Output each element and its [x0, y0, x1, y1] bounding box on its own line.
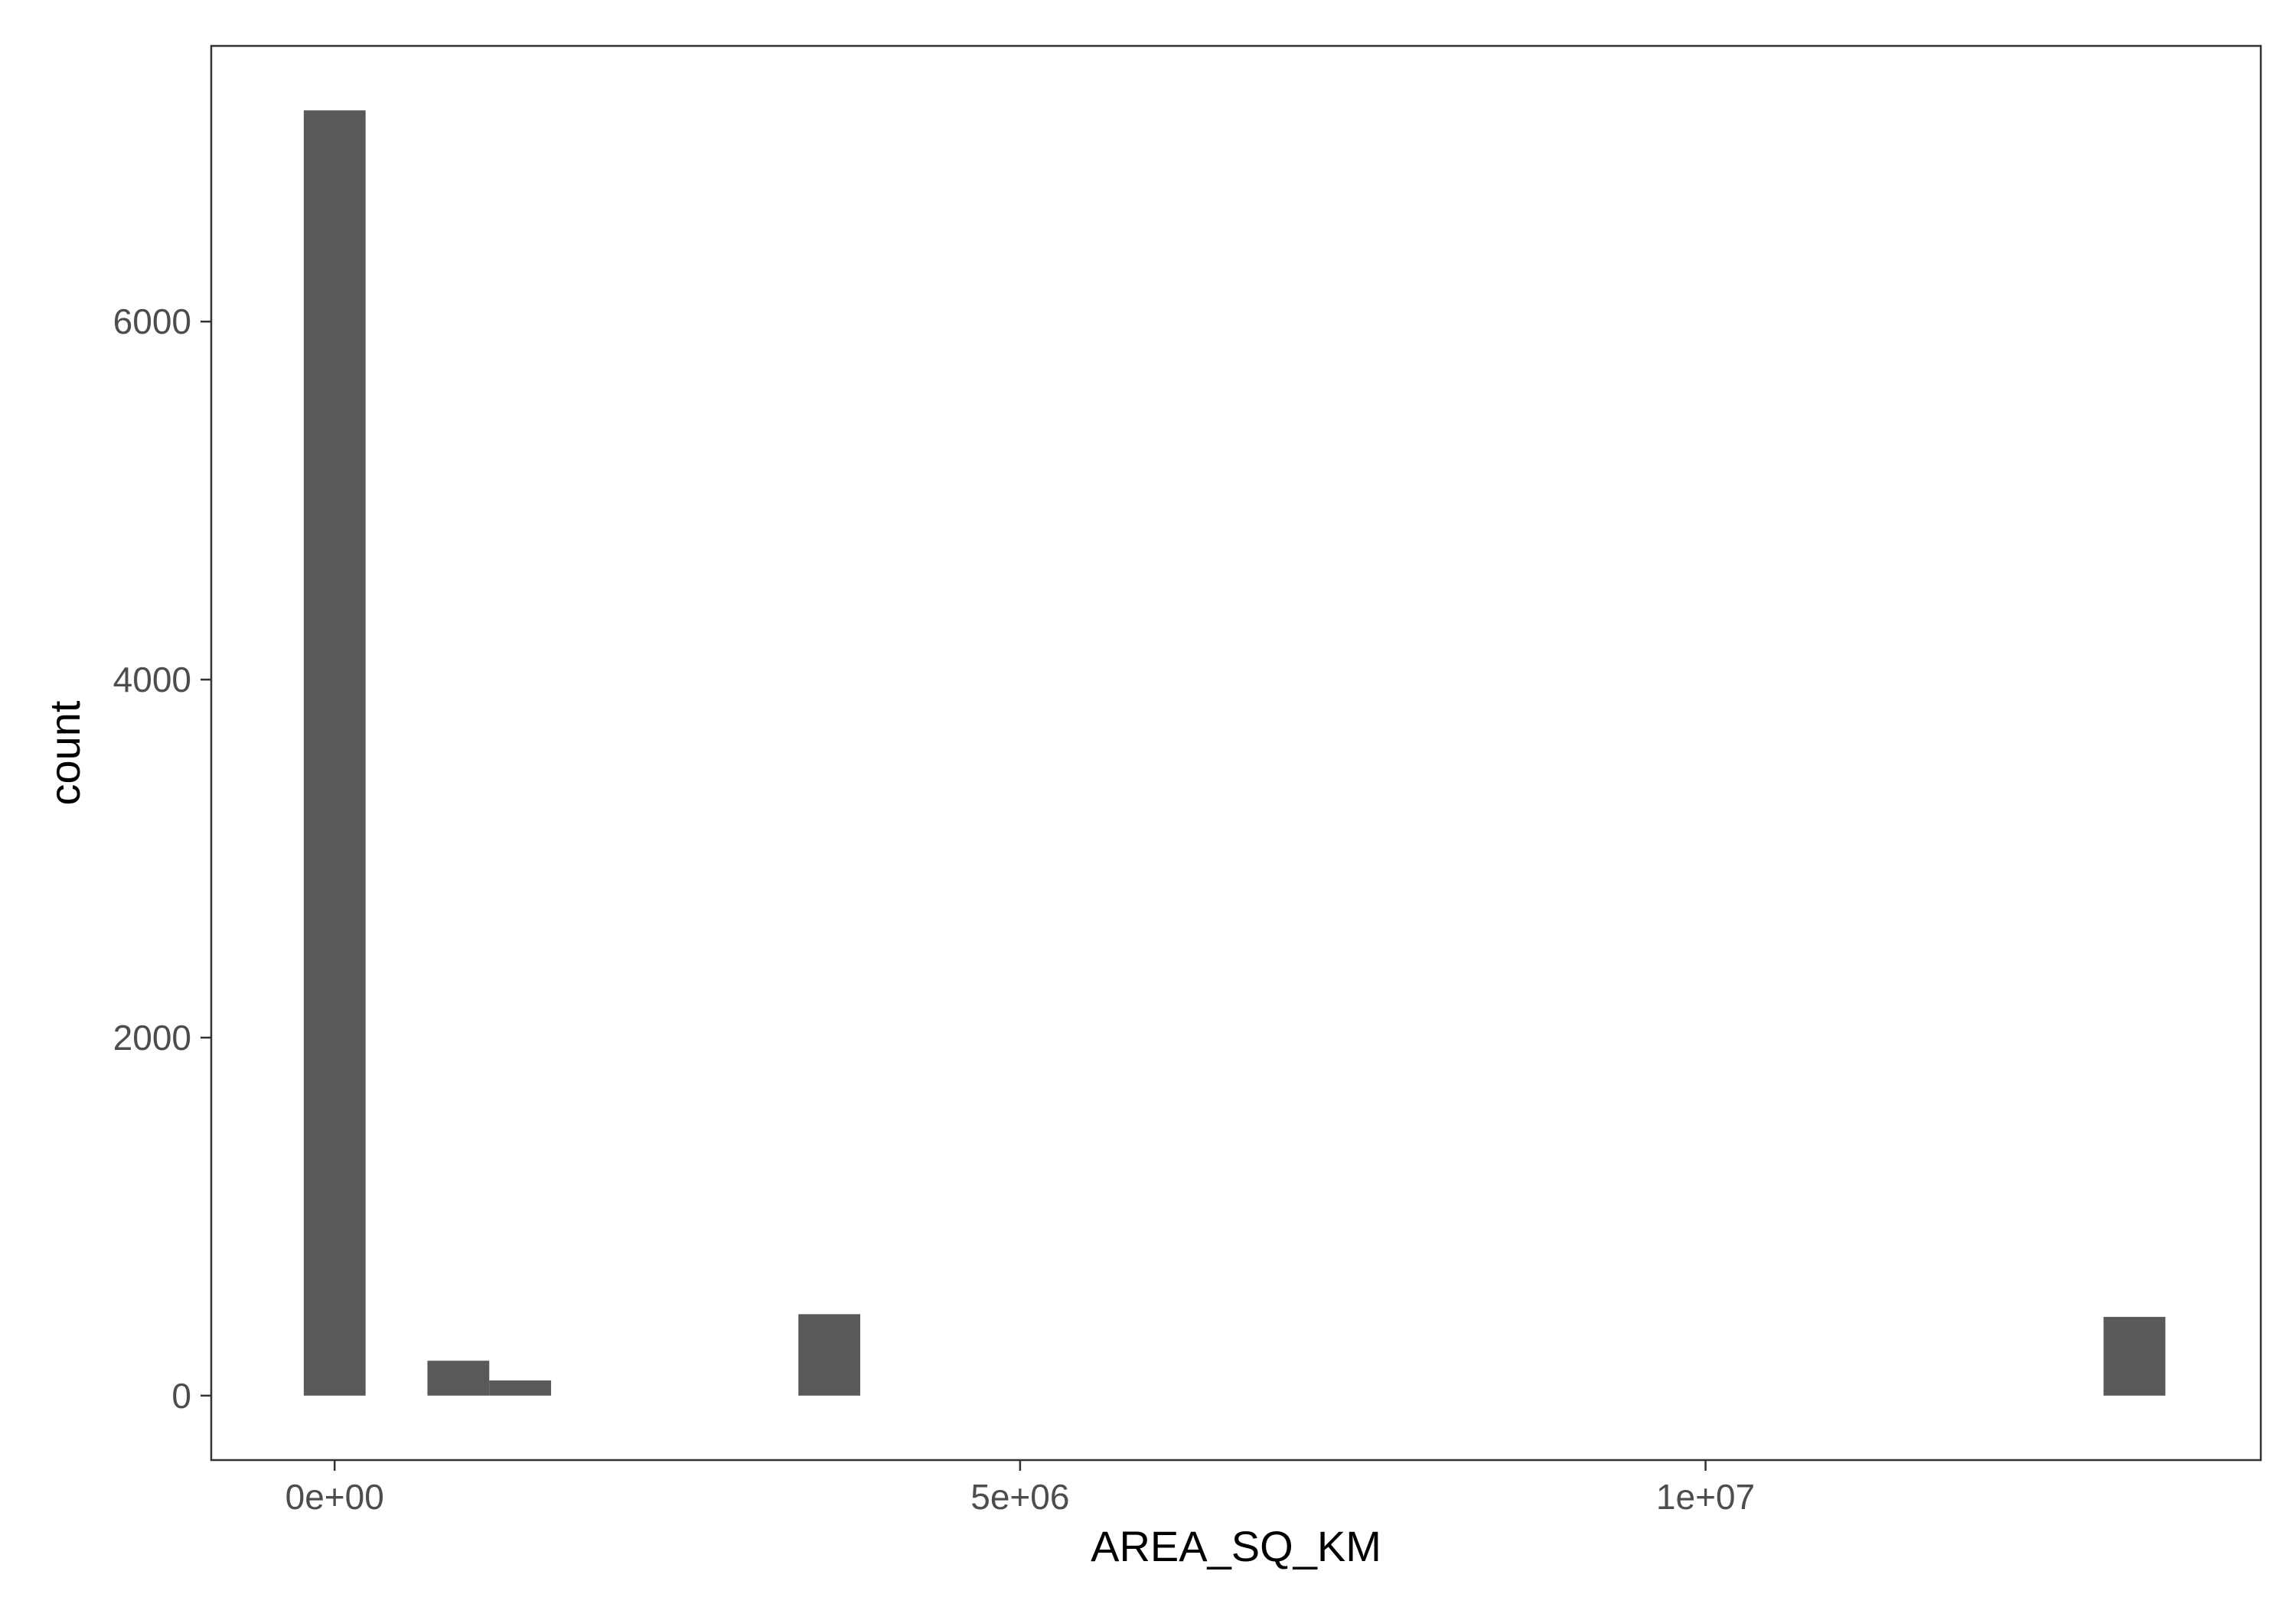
x-tick-label: 0e+00	[285, 1477, 384, 1517]
y-axis-title: count	[41, 700, 89, 805]
panel-border	[210, 44, 2262, 1462]
y-tick-label: 6000	[113, 302, 191, 341]
y-axis: 0 2000 4000 6000	[113, 302, 211, 1416]
histogram-bar	[489, 1380, 552, 1396]
histogram-bar	[2103, 1316, 2166, 1396]
y-tick-label: 2000	[113, 1018, 191, 1058]
x-tick-label: 1e+07	[1656, 1477, 1755, 1517]
histogram-bar	[303, 110, 366, 1396]
x-tick-label: 5e+06	[970, 1477, 1069, 1517]
histogram-bar	[427, 1361, 490, 1396]
histogram-bar	[798, 1314, 861, 1396]
bars-layer	[303, 110, 2166, 1396]
y-tick-label: 0	[171, 1376, 191, 1416]
y-tick-label: 4000	[113, 660, 191, 699]
x-axis: 0e+00 5e+06 1e+07	[285, 1460, 1755, 1517]
x-axis-title: AREA_SQ_KM	[1091, 1522, 1381, 1570]
